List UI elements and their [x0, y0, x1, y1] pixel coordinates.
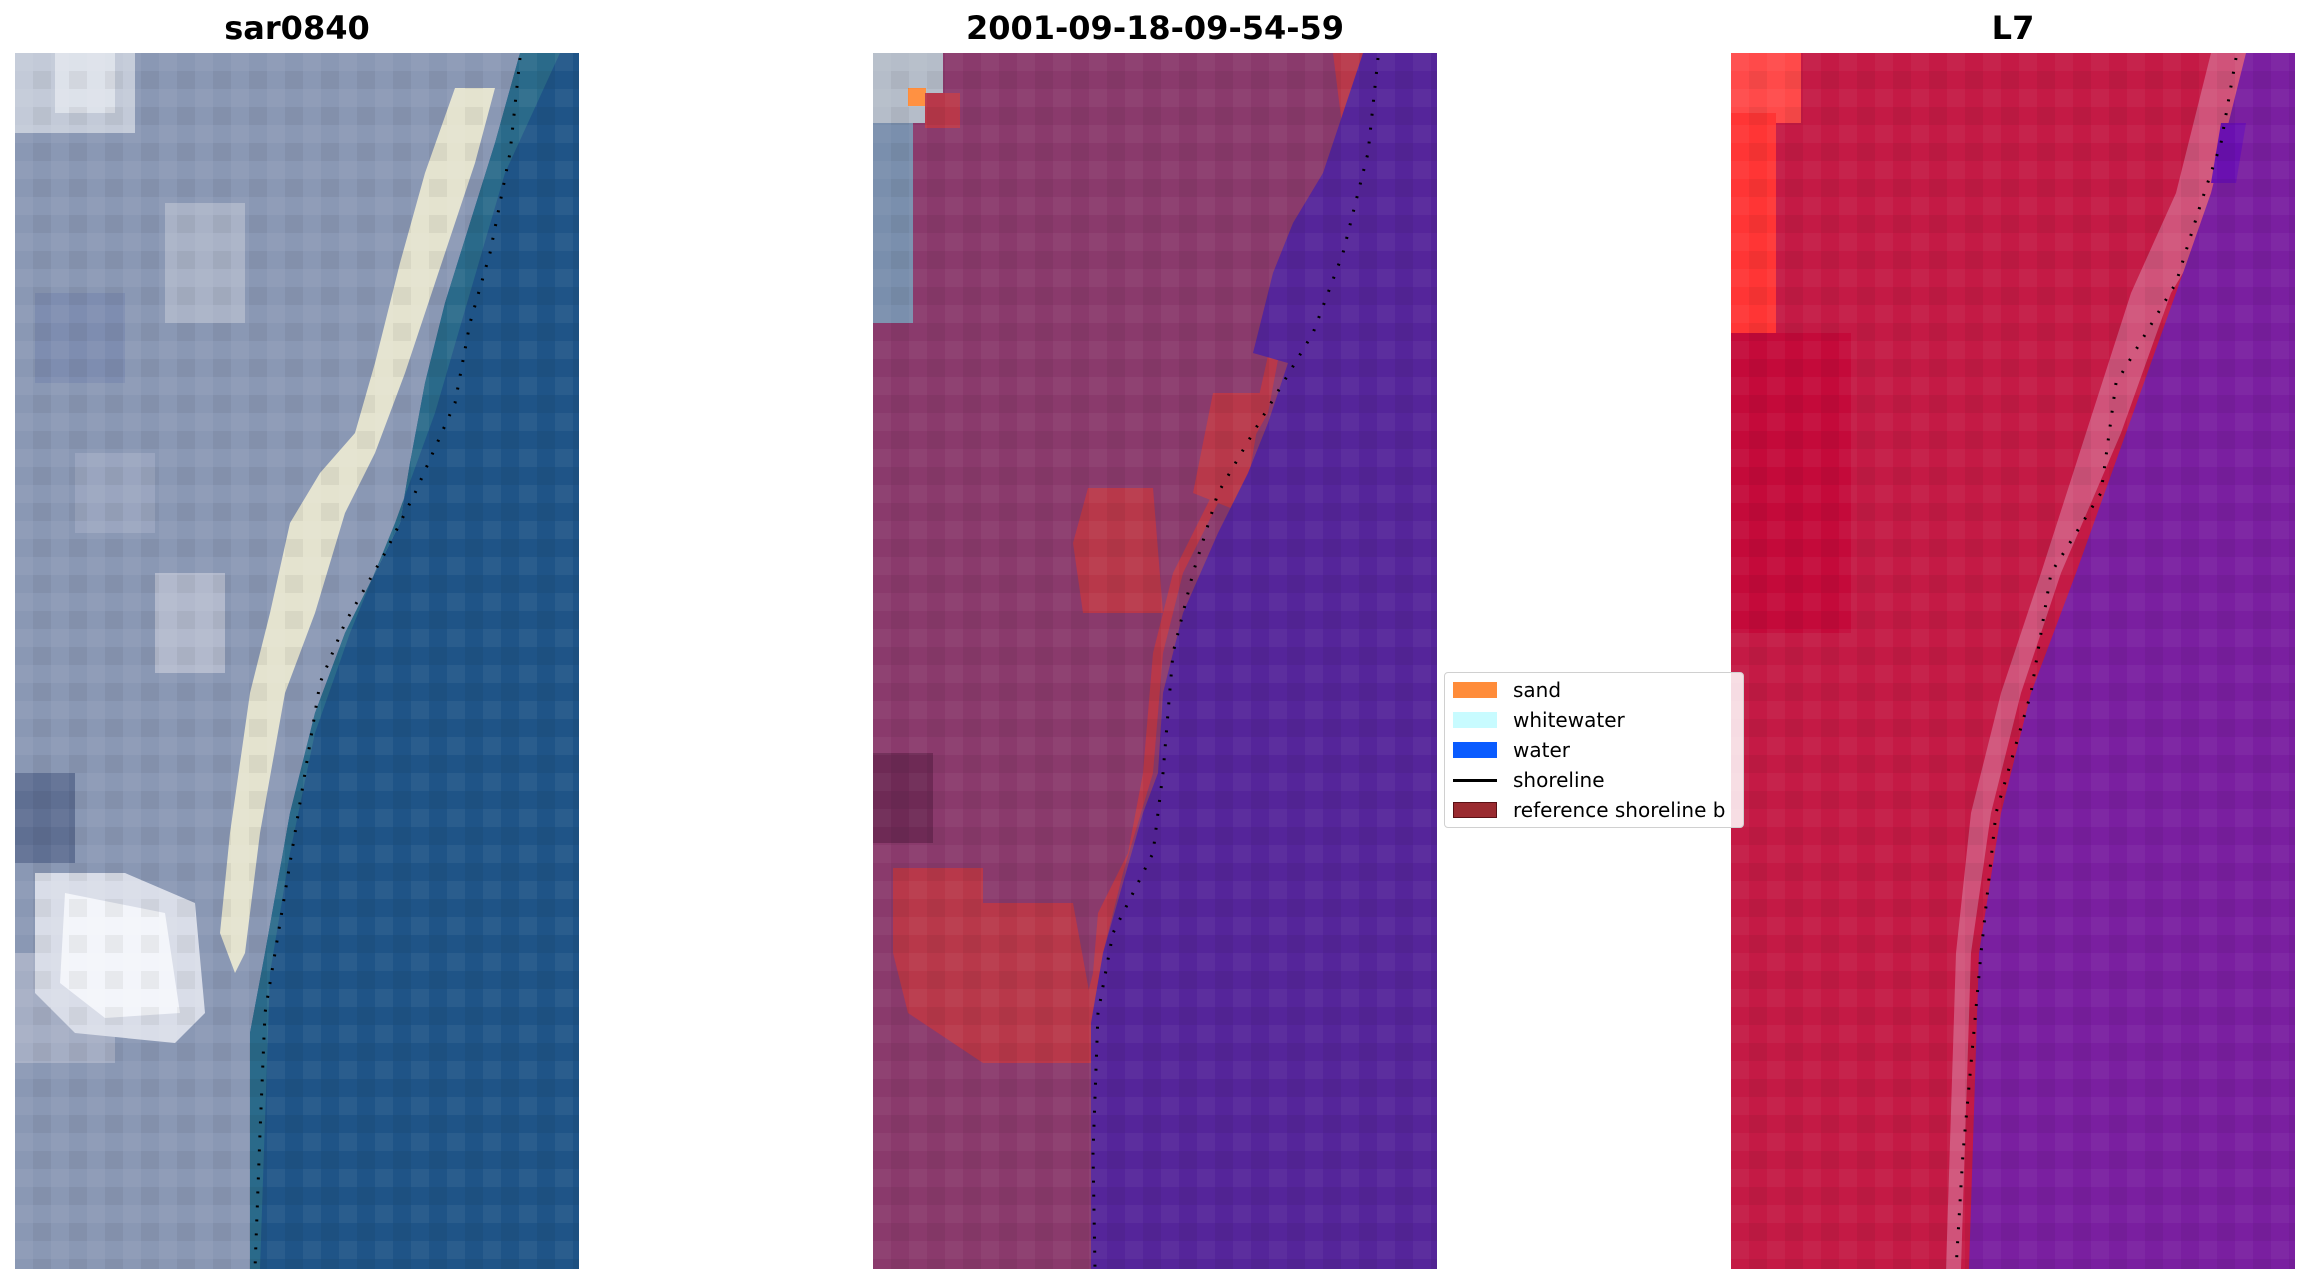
water-swatch: [1453, 742, 1497, 758]
classification-panel: [873, 53, 1437, 1269]
rgb-image-panel: [15, 53, 579, 1269]
panel-title-classification: 2001-09-18-09-54-59: [965, 9, 1345, 47]
legend-label: reference shoreline b: [1513, 798, 1726, 822]
panel-title-nir: L7: [1991, 9, 2035, 47]
legend-label: sand: [1513, 678, 1562, 702]
legend-label: shoreline: [1513, 768, 1605, 792]
legend-item-sand: sand: [1453, 678, 1562, 702]
legend-item-reference-buffer: reference shoreline b: [1453, 798, 1726, 822]
panel-title-rgb: sar0840: [224, 9, 370, 47]
legend: sand whitewater water shoreline referenc…: [1444, 672, 1744, 828]
legend-item-water: water: [1453, 738, 1570, 762]
rgb-image: [15, 53, 579, 1269]
classification-image: [873, 53, 1437, 1269]
nir-image-panel: [1731, 53, 2295, 1269]
shoreline-line-swatch: [1453, 778, 1497, 782]
reference-buffer-swatch: [1453, 802, 1497, 818]
legend-label: whitewater: [1513, 708, 1625, 732]
legend-item-whitewater: whitewater: [1453, 708, 1625, 732]
shoreline-dots: [1091, 57, 1380, 1269]
whitewater-swatch: [1453, 712, 1497, 728]
nir-image: [1731, 53, 2295, 1269]
legend-label: water: [1513, 738, 1570, 762]
legend-item-shoreline: shoreline: [1453, 768, 1605, 792]
sand-swatch: [1453, 682, 1497, 698]
